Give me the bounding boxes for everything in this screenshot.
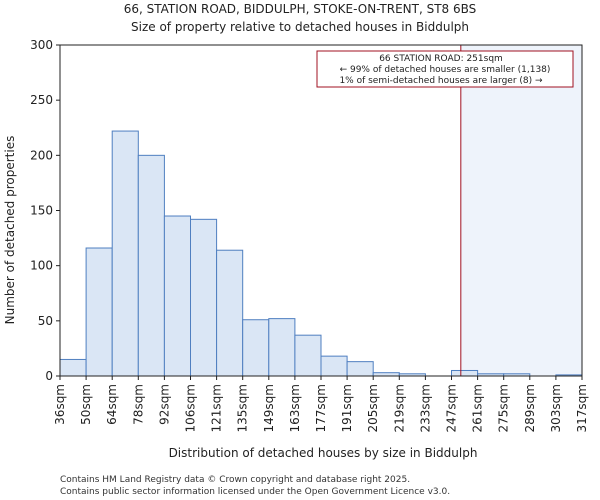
bar-121sqm bbox=[216, 249, 244, 377]
larger-region-highlight bbox=[460, 45, 582, 376]
x-tick-label-233sqm: 233sqm bbox=[418, 384, 432, 432]
footer-line-2: Contains public sector information licen… bbox=[60, 487, 450, 497]
x-tick-label-177sqm: 177sqm bbox=[314, 384, 328, 432]
y-ticks: 0 50 100 150 200 250 300 bbox=[30, 38, 60, 383]
x-tick-label-303sqm: 303sqm bbox=[549, 384, 563, 432]
y-tick-label-0: 0 bbox=[45, 369, 53, 383]
x-tick-label-275sqm: 275sqm bbox=[497, 384, 511, 432]
annotation-line-2: ← 99% of detached houses are smaller (1,… bbox=[340, 65, 551, 75]
bar-78sqm bbox=[137, 154, 165, 377]
x-axis-label: Distribution of detached houses by size … bbox=[169, 446, 478, 460]
annotation-line-1: 66 STATION ROAD: 251sqm bbox=[379, 54, 503, 64]
x-tick-label-219sqm: 219sqm bbox=[392, 384, 406, 432]
footer-line-1: Contains HM Land Registry data © Crown c… bbox=[60, 475, 410, 485]
x-tick-label-247sqm: 247sqm bbox=[445, 384, 459, 432]
x-tick-label-78sqm: 78sqm bbox=[131, 384, 145, 425]
bar-247sqm bbox=[451, 369, 479, 377]
x-tick-label-92sqm: 92sqm bbox=[157, 384, 171, 425]
y-tick-label-100: 100 bbox=[30, 259, 53, 273]
bar-191sqm bbox=[346, 361, 374, 377]
bar-163sqm bbox=[294, 334, 322, 377]
x-tick-label-64sqm: 64sqm bbox=[105, 384, 119, 425]
bar-50sqm bbox=[85, 247, 113, 377]
chart-subtitle: Size of property relative to detached ho… bbox=[131, 20, 469, 34]
chart-title: 66, STATION ROAD, BIDDULPH, STOKE-ON-TRE… bbox=[124, 2, 477, 16]
bar-36sqm bbox=[59, 358, 87, 377]
y-tick-label-200: 200 bbox=[30, 148, 53, 162]
x-tick-label-50sqm: 50sqm bbox=[79, 384, 93, 425]
y-axis-label: Number of detached properties bbox=[3, 136, 17, 325]
annotation-box bbox=[316, 50, 574, 88]
bar-106sqm bbox=[190, 218, 218, 377]
x-tick-label-191sqm: 191sqm bbox=[340, 384, 354, 432]
x-tick-label-149sqm: 149sqm bbox=[262, 384, 276, 432]
bar-92sqm bbox=[163, 215, 191, 377]
x-tick-label-261sqm: 261sqm bbox=[471, 384, 485, 432]
bar-135sqm bbox=[242, 319, 270, 377]
bar-64sqm bbox=[111, 130, 139, 377]
x-tick-label-121sqm: 121sqm bbox=[210, 384, 224, 432]
y-tick-label-250: 250 bbox=[30, 93, 53, 107]
x-tick-label-205sqm: 205sqm bbox=[366, 384, 380, 432]
x-tick-label-106sqm: 106sqm bbox=[184, 384, 198, 432]
annotation-line-3: 1% of semi-detached houses are larger (8… bbox=[339, 76, 543, 86]
x-tick-label-163sqm: 163sqm bbox=[288, 384, 302, 432]
bars bbox=[59, 130, 583, 377]
bar-149sqm bbox=[268, 318, 296, 377]
x-tick-label-289sqm: 289sqm bbox=[523, 384, 537, 432]
y-tick-label-150: 150 bbox=[30, 204, 53, 218]
x-tick-label-135sqm: 135sqm bbox=[236, 384, 250, 432]
bar-177sqm bbox=[320, 355, 348, 377]
x-tick-label-36sqm: 36sqm bbox=[53, 384, 67, 425]
x-ticks: 36sqm 50sqm 64sqm 78sqm 92sqm 106sqm 121sqm 135… bbox=[53, 376, 589, 432]
y-tick-label-50: 50 bbox=[38, 314, 53, 328]
y-tick-label-300: 300 bbox=[30, 38, 53, 52]
x-tick-label-317sqm: 317sqm bbox=[575, 384, 589, 432]
